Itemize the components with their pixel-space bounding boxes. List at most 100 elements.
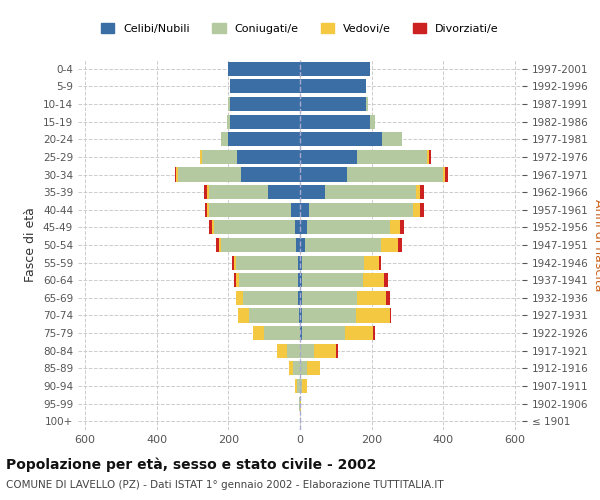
- Bar: [229, 97, 230, 111]
- Bar: [389, 220, 400, 234]
- Bar: [305, 238, 380, 252]
- Bar: [289, 362, 293, 376]
- Bar: [445, 168, 448, 181]
- Bar: [207, 185, 209, 199]
- Legend: Celibi/Nubili, Coniugati/e, Vedovi/e, Divorziati/e: Celibi/Nubili, Coniugati/e, Vedovi/e, Di…: [95, 18, 505, 40]
- Bar: [234, 256, 236, 270]
- Bar: [355, 308, 389, 322]
- Bar: [302, 291, 357, 305]
- Bar: [373, 326, 375, 340]
- Bar: [298, 291, 300, 305]
- Bar: [209, 202, 291, 217]
- Bar: [300, 80, 366, 94]
- Bar: [207, 202, 209, 217]
- Bar: [221, 132, 229, 146]
- Bar: [234, 273, 236, 287]
- Bar: [239, 273, 298, 287]
- Bar: [370, 114, 375, 128]
- Bar: [293, 362, 300, 376]
- Bar: [357, 291, 386, 305]
- Bar: [336, 344, 338, 358]
- Bar: [398, 238, 402, 252]
- Bar: [220, 238, 221, 252]
- Bar: [238, 308, 249, 322]
- Bar: [176, 168, 178, 181]
- Bar: [295, 220, 300, 234]
- Bar: [300, 344, 314, 358]
- Bar: [302, 273, 362, 287]
- Text: COMUNE DI LAVELLO (PZ) - Dati ISTAT 1° gennaio 2002 - Elaborazione TUTTITALIA.IT: COMUNE DI LAVELLO (PZ) - Dati ISTAT 1° g…: [6, 480, 443, 490]
- Bar: [300, 326, 302, 340]
- Y-axis label: Anni di nascita: Anni di nascita: [592, 198, 600, 291]
- Bar: [427, 150, 429, 164]
- Bar: [232, 256, 234, 270]
- Bar: [205, 202, 207, 217]
- Bar: [175, 168, 176, 181]
- Bar: [347, 168, 443, 181]
- Bar: [238, 150, 300, 164]
- Bar: [302, 379, 307, 393]
- Bar: [300, 379, 302, 393]
- Bar: [300, 220, 307, 234]
- Bar: [230, 114, 300, 128]
- Bar: [204, 185, 207, 199]
- Bar: [382, 132, 402, 146]
- Bar: [295, 379, 297, 393]
- Bar: [443, 168, 445, 181]
- Bar: [302, 308, 355, 322]
- Bar: [300, 238, 305, 252]
- Bar: [253, 326, 264, 340]
- Bar: [302, 326, 345, 340]
- Bar: [236, 291, 243, 305]
- Bar: [229, 132, 300, 146]
- Bar: [300, 168, 347, 181]
- Bar: [357, 150, 427, 164]
- Bar: [236, 273, 239, 287]
- Bar: [249, 308, 299, 322]
- Bar: [307, 220, 389, 234]
- Bar: [297, 379, 300, 393]
- Bar: [307, 362, 320, 376]
- Bar: [298, 273, 300, 287]
- Bar: [400, 220, 404, 234]
- Text: Popolazione per età, sesso e stato civile - 2002: Popolazione per età, sesso e stato civil…: [6, 458, 376, 472]
- Bar: [300, 256, 302, 270]
- Bar: [413, 202, 420, 217]
- Bar: [216, 238, 220, 252]
- Bar: [214, 220, 295, 234]
- Bar: [362, 273, 384, 287]
- Bar: [300, 62, 370, 76]
- Bar: [229, 62, 300, 76]
- Bar: [287, 344, 300, 358]
- Bar: [345, 326, 373, 340]
- Bar: [420, 202, 424, 217]
- Bar: [291, 202, 300, 217]
- Bar: [178, 168, 241, 181]
- Bar: [300, 132, 382, 146]
- Bar: [379, 256, 380, 270]
- Bar: [325, 185, 416, 199]
- Bar: [300, 185, 325, 199]
- Bar: [264, 326, 300, 340]
- Bar: [277, 344, 287, 358]
- Bar: [364, 256, 379, 270]
- Bar: [429, 150, 431, 164]
- Bar: [268, 185, 300, 199]
- Bar: [241, 168, 300, 181]
- Bar: [212, 220, 214, 234]
- Bar: [300, 291, 302, 305]
- Bar: [300, 114, 370, 128]
- Bar: [389, 308, 391, 322]
- Y-axis label: Fasce di età: Fasce di età: [25, 208, 37, 282]
- Bar: [236, 256, 298, 270]
- Bar: [300, 396, 301, 410]
- Bar: [299, 396, 300, 410]
- Bar: [300, 273, 302, 287]
- Bar: [416, 185, 420, 199]
- Bar: [200, 150, 202, 164]
- Bar: [420, 185, 424, 199]
- Bar: [209, 220, 212, 234]
- Bar: [243, 291, 298, 305]
- Bar: [209, 185, 268, 199]
- Bar: [227, 114, 230, 128]
